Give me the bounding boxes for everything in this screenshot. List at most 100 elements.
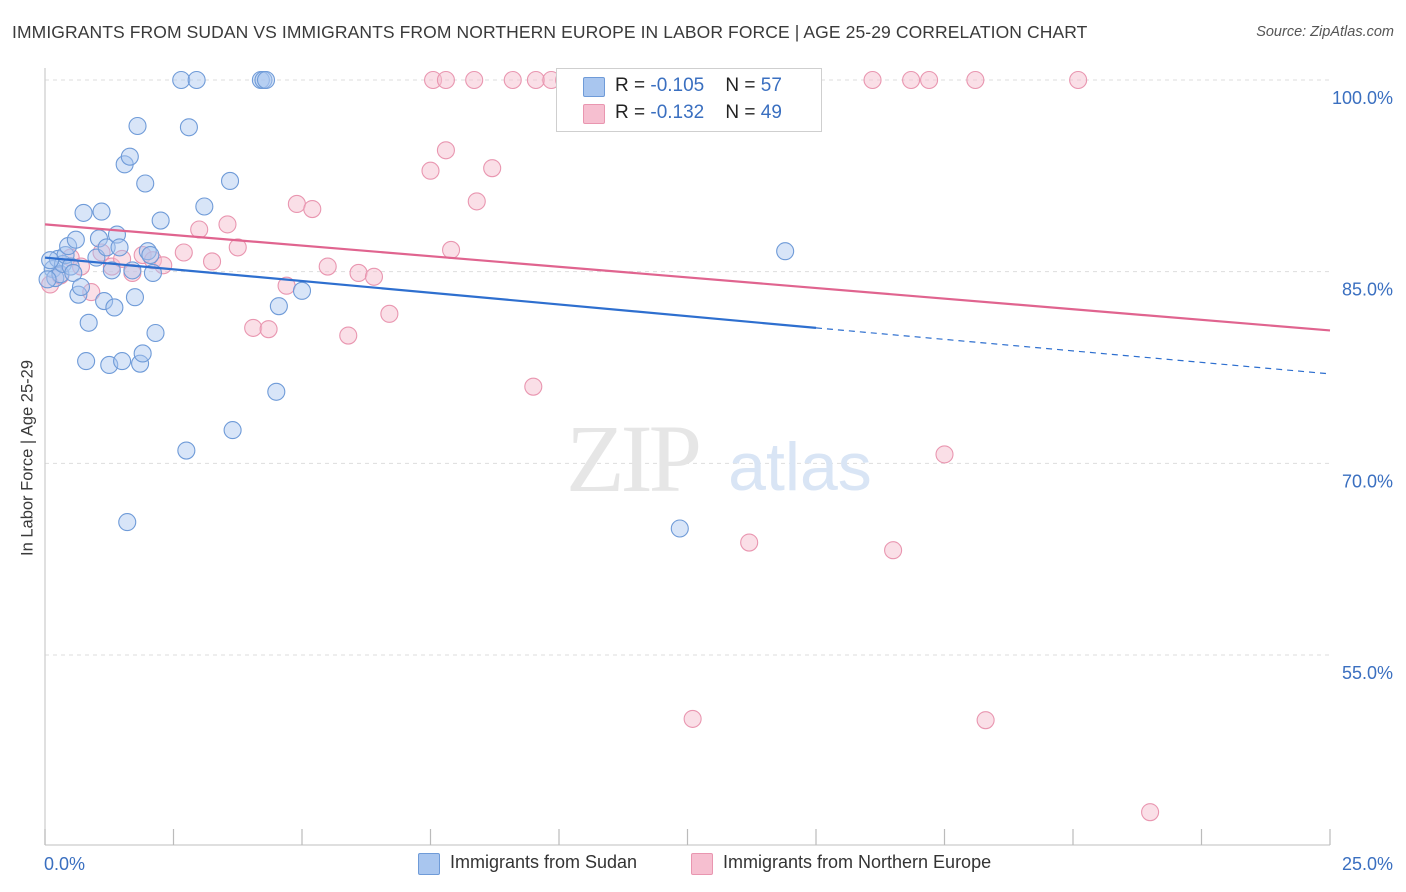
- point-sudan: [151, 211, 170, 230]
- point-sudan: [113, 352, 132, 371]
- point-northern-europe: [92, 243, 111, 262]
- point-northern-europe: [203, 252, 222, 271]
- watermark-atlas: atlas: [728, 429, 872, 505]
- grid-lines: [45, 79, 1330, 656]
- point-sudan: [136, 174, 155, 193]
- point-sudan: [187, 70, 206, 90]
- point-sudan: [220, 171, 240, 190]
- point-northern-europe: [683, 709, 702, 728]
- point-northern-europe: [526, 70, 545, 90]
- point-sudan: [125, 288, 144, 307]
- point-sudan: [177, 441, 196, 460]
- watermark-zip: ZIP: [566, 405, 699, 512]
- legend-r-label: R =: [615, 102, 651, 123]
- point-northern-europe: [259, 320, 278, 339]
- trendline-sudan: [44, 256, 817, 329]
- point-northern-europe: [303, 200, 322, 219]
- bottom-legend-label-northern-europe: Immigrants from Northern Europe: [723, 852, 992, 872]
- point-northern-europe: [1069, 70, 1088, 90]
- legend-swatch-sudan: [583, 77, 605, 97]
- point-sudan: [146, 323, 165, 343]
- chart-title: IMMIGRANTS FROM SUDAN VS IMMIGRANTS FROM…: [12, 22, 1088, 42]
- trendline-sudan-extension: [815, 327, 1331, 375]
- legend-n-value-northern-europe: 49: [760, 102, 782, 123]
- point-northern-europe: [244, 318, 263, 337]
- point-northern-europe: [113, 249, 132, 268]
- point-sudan: [133, 344, 152, 363]
- point-sudan: [120, 147, 139, 166]
- source-credit: Source: ZipAtlas.com: [1256, 24, 1394, 40]
- point-northern-europe: [436, 141, 455, 160]
- y-tick-label: 85.0%: [1342, 280, 1393, 300]
- correlation-legend: R = -0.105 N = 57 R = -0.132 N = 49: [556, 68, 822, 132]
- y-tick-label: 55.0%: [1342, 663, 1393, 683]
- point-northern-europe: [483, 159, 502, 178]
- point-sudan: [172, 70, 191, 90]
- point-northern-europe: [339, 326, 358, 345]
- point-sudan: [256, 70, 276, 90]
- point-northern-europe: [1141, 803, 1160, 822]
- point-sudan: [776, 242, 795, 261]
- bottom-legend-swatch-sudan: [418, 853, 440, 875]
- point-northern-europe: [902, 70, 921, 90]
- point-sudan: [128, 116, 147, 136]
- point-sudan: [74, 203, 93, 222]
- point-northern-europe: [863, 70, 882, 90]
- point-northern-europe: [935, 445, 954, 464]
- point-northern-europe: [976, 711, 995, 730]
- point-sudan: [110, 238, 129, 257]
- point-sudan: [141, 246, 160, 265]
- point-sudan: [66, 230, 85, 249]
- point-sudan: [223, 421, 242, 440]
- point-northern-europe: [442, 240, 461, 259]
- point-northern-europe: [436, 70, 455, 90]
- point-sudan: [97, 238, 116, 257]
- trendline-northern-europe: [44, 223, 1331, 332]
- point-northern-europe: [524, 377, 543, 396]
- point-northern-europe: [966, 70, 985, 90]
- point-sudan: [195, 197, 214, 216]
- y-tick-label: 70.0%: [1342, 471, 1393, 491]
- legend-r-value-sudan: -0.105: [650, 75, 705, 96]
- point-sudan: [79, 313, 98, 332]
- y-tick-label: 100.0%: [1332, 88, 1393, 108]
- point-northern-europe: [349, 263, 368, 282]
- trend-lines: [44, 223, 1331, 375]
- point-northern-europe: [218, 215, 237, 234]
- point-sudan: [118, 513, 137, 532]
- legend-n-value-sudan: 57: [760, 75, 782, 96]
- x-tick-label: 25.0%: [1342, 854, 1393, 874]
- point-northern-europe: [467, 192, 486, 211]
- legend-swatch-northern-europe: [583, 104, 605, 124]
- point-northern-europe: [364, 267, 384, 286]
- bottom-legend-swatch-northern-europe: [691, 853, 713, 875]
- legend-r-label: R =: [615, 75, 651, 96]
- point-northern-europe: [228, 238, 247, 257]
- point-northern-europe: [503, 70, 522, 90]
- point-sudan: [71, 277, 91, 297]
- point-northern-europe: [884, 541, 903, 560]
- point-sudan: [64, 263, 83, 282]
- point-sudan: [102, 261, 121, 280]
- axes: [44, 68, 1331, 846]
- point-sudan: [38, 270, 57, 289]
- point-northern-europe: [465, 70, 484, 90]
- point-northern-europe: [174, 243, 193, 262]
- point-northern-europe: [920, 70, 939, 90]
- tick-labels: 100.0% 85.0% 70.0% 55.0% 0.0% 25.0%: [44, 88, 1393, 874]
- point-northern-europe: [318, 257, 337, 276]
- point-sudan: [269, 297, 288, 316]
- legend-n-label: N =: [725, 102, 761, 123]
- point-northern-europe: [740, 533, 759, 552]
- x-tick-label: 0.0%: [44, 854, 85, 874]
- point-sudan: [92, 202, 111, 221]
- point-northern-europe: [287, 194, 306, 213]
- series-sudan-points: [38, 70, 795, 538]
- watermark: ZIP atlas: [566, 405, 872, 512]
- legend-n-label: N =: [725, 75, 761, 96]
- point-sudan: [131, 354, 150, 373]
- point-sudan: [179, 118, 198, 137]
- point-sudan: [41, 251, 60, 270]
- point-sudan: [267, 382, 286, 401]
